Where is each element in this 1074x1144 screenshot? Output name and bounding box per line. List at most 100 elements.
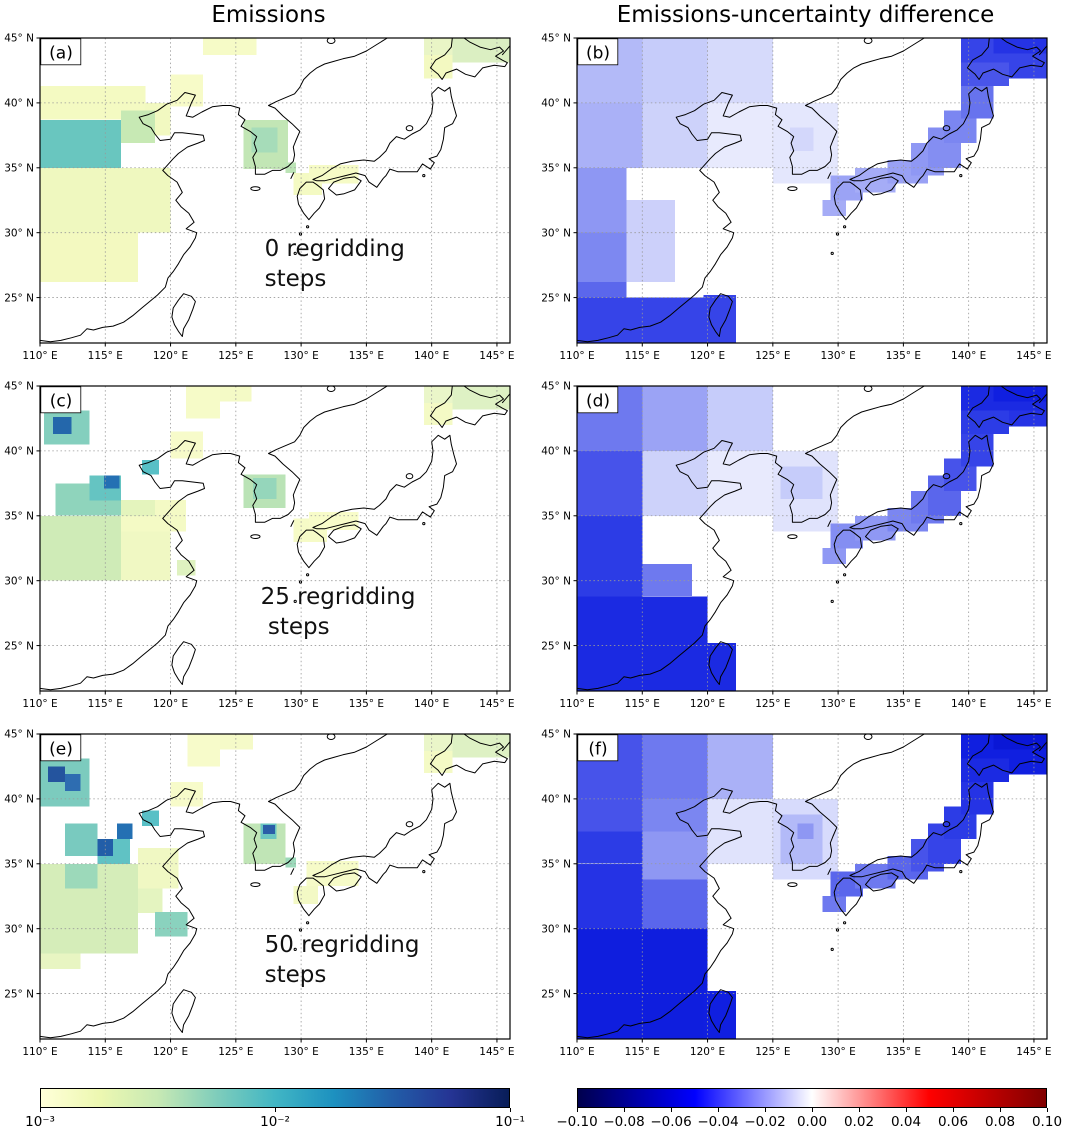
panel-label: (a) [49, 44, 73, 64]
map-cell [64, 823, 98, 856]
lat-tick-label: 40° N [541, 446, 571, 458]
lon-tick-label: 120° E [690, 350, 725, 362]
map-cell [64, 863, 98, 889]
tsushima-coastline [290, 520, 295, 528]
taiwan-coastline [708, 989, 733, 1033]
colorbar-tick-label: 10⁻² [260, 1114, 290, 1130]
lat-tick-label: 40° N [4, 794, 34, 806]
map-cell [642, 102, 708, 168]
small-island [830, 599, 834, 603]
lon-tick-label: 135° E [349, 1046, 384, 1058]
shikoku-coastline [328, 524, 362, 544]
small-island [298, 928, 303, 932]
panel-label: (c) [50, 392, 73, 412]
coastlines [577, 734, 1047, 1039]
map-cell [577, 596, 708, 691]
colorbar-tick [765, 1108, 766, 1112]
lat-tick-label: 25° N [541, 988, 571, 1000]
hokkaido-coastline [429, 38, 508, 80]
lon-tick-label: 120° E [690, 698, 725, 710]
lon-tick-label: 110° E [22, 350, 57, 362]
panel-e: 110° E 115° E 120° E 125° E 130° E 135° E 140°… [0, 726, 537, 1074]
lat-tick-label: 25° N [4, 988, 34, 1000]
colorbar-tick [906, 1108, 907, 1112]
axis-ticks: 110° E 115° E 120° E 125° E 130° E 135° E 140°… [541, 381, 1051, 710]
colorbar-tick [671, 1108, 672, 1112]
map-svg-b: 110° E 115° E 120° E 125° E 130° E 135° E 140°… [541, 33, 1051, 362]
map-cell [822, 548, 846, 564]
colorbar-tick-label: 0.06 [937, 1114, 969, 1130]
map-cell [577, 515, 643, 597]
mainland-coastline [577, 734, 925, 1039]
tsushima-coastline [827, 868, 832, 876]
island-outline [787, 882, 798, 888]
lon-tick-label: 145° E [479, 1046, 514, 1058]
mainland-coastline [40, 38, 388, 343]
lon-tick-label: 120° E [153, 1046, 188, 1058]
map-cell [120, 531, 171, 581]
map-cell [993, 386, 1047, 402]
lat-tick-label: 30° N [4, 227, 34, 239]
map-cell [960, 758, 1010, 783]
small-island [830, 947, 834, 951]
lat-tick-label: 35° N [541, 162, 571, 174]
map-cell [285, 857, 296, 868]
kunashiri-coastline [1038, 741, 1047, 752]
map-cell [707, 38, 773, 103]
small-island [422, 870, 426, 874]
lon-tick-label: 140° E [414, 350, 449, 362]
kunashiri-coastline [1038, 45, 1047, 56]
small-island [306, 573, 310, 577]
small-island [959, 522, 963, 526]
lon-tick-label: 110° E [559, 1046, 594, 1058]
map-cell [40, 953, 81, 969]
island-outline [942, 821, 951, 828]
small-island [835, 580, 840, 584]
map-cell [642, 734, 708, 799]
map-cell [642, 798, 708, 832]
colorbar-tick-label: 0.04 [890, 1114, 922, 1130]
tsushima-coastline [290, 172, 295, 180]
colorbar-tick-label: −0.10 [556, 1114, 598, 1130]
map-cell [423, 38, 453, 55]
map-cell [797, 823, 814, 840]
lon-tick-label: 140° E [951, 1046, 986, 1058]
colorbar-tick [1047, 1108, 1048, 1112]
hokkaido-coastline [966, 734, 1045, 776]
map-cell [47, 766, 65, 782]
axis-ticks: 110° E 115° E 120° E 125° E 130° E 135° E 140°… [541, 729, 1051, 1058]
small-island [835, 928, 840, 932]
honshu-coastline [849, 86, 994, 188]
lon-tick-label: 130° E [283, 698, 318, 710]
map-svg-c: 110° E 115° E 120° E 125° E 130° E 135° E 140°… [4, 381, 514, 710]
island-outline [250, 882, 261, 888]
map-svg-a: 110° E 115° E 120° E 125° E 130° E 135° E 140°… [4, 33, 514, 362]
lon-tick-label: 145° E [1016, 1046, 1051, 1058]
lon-tick-label: 130° E [820, 1046, 855, 1058]
map-cell [642, 563, 692, 597]
hokkaido-coastline [966, 386, 1045, 428]
map-cell [170, 782, 204, 807]
map-cell [993, 38, 1047, 54]
map-cell [186, 386, 221, 419]
colorbar-tick [577, 1108, 578, 1112]
lat-tick-label: 40° N [541, 794, 571, 806]
map-cell [137, 888, 163, 914]
island-outline [942, 125, 951, 132]
map-cell [642, 450, 708, 516]
kunashiri-coastline [1038, 393, 1047, 404]
panel-d: 110° E 115° E 120° E 125° E 130° E 135° E 140°… [537, 378, 1074, 726]
map-cell [780, 466, 823, 499]
map-cell [642, 386, 708, 451]
shikoku-coastline [328, 872, 362, 892]
lon-tick-label: 125° E [218, 698, 253, 710]
panel-label-box [40, 734, 82, 762]
map-cell [577, 232, 627, 282]
lon-tick-label: 130° E [820, 698, 855, 710]
map-cell [822, 896, 846, 912]
map-cell [789, 127, 814, 151]
small-island [306, 921, 310, 925]
gridlines [40, 386, 510, 691]
shikoku-coastline [328, 176, 362, 196]
